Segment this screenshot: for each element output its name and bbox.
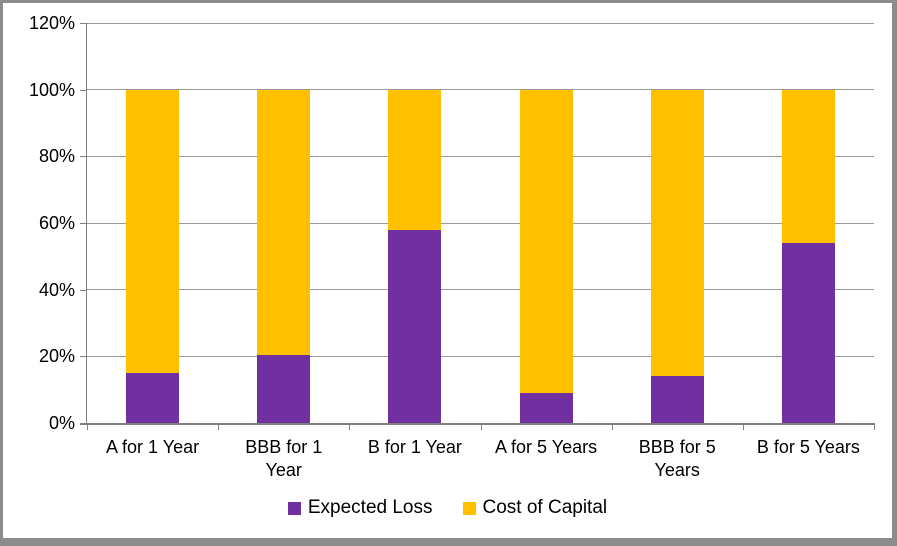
y-tick-label: 0% (48, 413, 75, 433)
y-tick-label: 80% (38, 146, 75, 167)
x-tick-mark (874, 425, 875, 430)
y-tick-mark (80, 423, 87, 424)
x-tick-mark (742, 425, 744, 430)
x-category-label: B for 5 Years (756, 437, 860, 457)
y-tick-label: 60% (38, 213, 75, 233)
x-category-label: A for 1 Year (106, 437, 200, 457)
x-tick-mark (611, 425, 613, 430)
bar-segment-expected-loss (126, 373, 180, 423)
x-tick-mark (480, 425, 482, 430)
gridline-120% (87, 22, 874, 24)
bar-segment-cost-of-capital (519, 89, 573, 393)
y-tick-mark (80, 89, 87, 91)
gridline-40% (87, 289, 874, 291)
x-category-label: BBB for 5 Years (638, 437, 716, 480)
y-tick-label: 100% (28, 79, 75, 100)
gridline-80% (87, 155, 874, 157)
stacked-bar-chart: 0% 20% 40% 60% 80% 100% 120% A for 1 Year BBB f… (3, 3, 892, 538)
y-tick-mark (80, 23, 87, 24)
x-category-label: A for 5 Years (495, 437, 598, 457)
y-tick-label: 40% (38, 279, 75, 300)
gridline-100% (87, 89, 874, 91)
legend: Expected Loss Cost of Capital (3, 497, 892, 519)
bar-segment-expected-loss (388, 229, 442, 423)
x-axis-line (80, 423, 875, 425)
x-tick-mark (349, 425, 351, 430)
legend-label: Expected Loss (307, 497, 433, 518)
gridline-60% (87, 222, 874, 224)
x-category-label: BBB for 1 Year (245, 437, 323, 480)
legend-swatch-icon (287, 501, 301, 515)
legend-swatch-icon (462, 501, 476, 515)
legend-item-cost-of-capital: Cost of Capital (462, 497, 608, 519)
bar-segment-cost-of-capital (781, 89, 835, 243)
y-tick-mark (80, 356, 87, 358)
x-tick-mark (87, 425, 88, 430)
bar-segment-cost-of-capital (650, 89, 704, 377)
y-tick-mark (80, 289, 87, 291)
y-tick-mark (80, 156, 87, 158)
bar-segment-expected-loss (519, 393, 573, 423)
y-tick-label: 120% (28, 13, 75, 33)
legend-label: Cost of Capital (482, 497, 608, 518)
bar-segment-expected-loss (650, 376, 704, 423)
x-tick-mark (218, 425, 220, 430)
y-tick-mark (80, 223, 87, 224)
bar-segment-cost-of-capital (388, 89, 442, 230)
bar-segment-cost-of-capital (126, 89, 180, 373)
gridline-20% (87, 355, 874, 357)
bar-segment-cost-of-capital (257, 89, 311, 355)
plot-area (87, 22, 874, 423)
bar-segment-expected-loss (257, 354, 311, 423)
legend-item-expected-loss: Expected Loss (287, 497, 433, 519)
bar-segment-expected-loss (781, 243, 835, 423)
y-tick-label: 20% (38, 346, 75, 367)
x-category-label: B for 1 Year (367, 437, 462, 457)
